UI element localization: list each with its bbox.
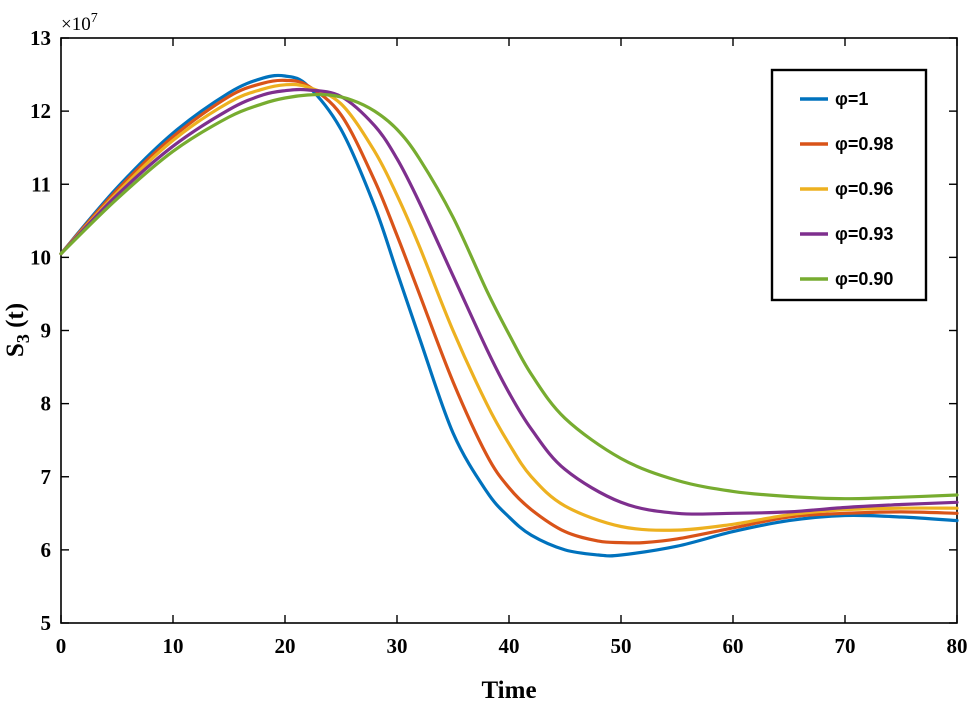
series-line-3 bbox=[59, 87, 959, 516]
y-axis-label: S3 (t) bbox=[2, 303, 33, 357]
y-axis-label-subscript: 3 bbox=[13, 334, 33, 343]
y-tick-label: 7 bbox=[41, 465, 52, 489]
legend-entry-4: φ=0.90 bbox=[835, 269, 893, 289]
y-tick-label: 8 bbox=[41, 392, 52, 416]
x-tick-label: 20 bbox=[275, 634, 296, 658]
y-tick-label: 11 bbox=[31, 172, 51, 196]
y-tick-label: 13 bbox=[30, 26, 51, 50]
legend-entry-2: φ=0.96 bbox=[835, 179, 893, 199]
series-line-0 bbox=[59, 73, 959, 558]
axis-ticks: 0 10 20 30 40 50 60 70 80 5 6 7 8 9 10 11 12 13 bbox=[30, 26, 968, 658]
series-line-2 bbox=[59, 82, 959, 532]
y-tick-label: 9 bbox=[41, 319, 52, 343]
y-axis-multiplier: ×107 bbox=[61, 11, 98, 35]
y-axis-label-main: S bbox=[2, 343, 29, 357]
y-tick-label: 5 bbox=[41, 611, 52, 635]
legend: φ=1 φ=0.98 φ=0.96 φ=0.93 φ=0.90 bbox=[770, 68, 928, 302]
x-tick-label: 70 bbox=[835, 634, 856, 658]
y-tick-label: 10 bbox=[30, 245, 51, 269]
x-tick-label: 80 bbox=[947, 634, 968, 658]
series-line-4 bbox=[59, 92, 959, 501]
y-axis-label-rest: (t) bbox=[2, 303, 29, 334]
y-tick-label: 6 bbox=[41, 538, 52, 562]
x-tick-label: 0 bbox=[56, 634, 67, 658]
legend-items: φ=1 φ=0.98 φ=0.96 φ=0.93 φ=0.90 bbox=[800, 89, 893, 289]
x-tick-label: 30 bbox=[387, 634, 408, 658]
legend-entry-1: φ=0.98 bbox=[835, 134, 893, 154]
x-tick-label: 10 bbox=[163, 634, 184, 658]
x-tick-label: 60 bbox=[723, 634, 744, 658]
x-tick-label: 40 bbox=[499, 634, 520, 658]
legend-entry-0: φ=1 bbox=[835, 89, 868, 109]
y-multiplier-base: ×10 bbox=[61, 14, 91, 35]
x-tick-label: 50 bbox=[611, 634, 632, 658]
y-tick-label: 12 bbox=[30, 99, 51, 123]
legend-entry-3: φ=0.93 bbox=[835, 224, 893, 244]
x-axis-label: Time bbox=[481, 677, 536, 702]
series-group bbox=[59, 73, 959, 558]
y-multiplier-exponent: 7 bbox=[91, 11, 98, 26]
legend-box bbox=[770, 68, 928, 302]
series-line-1 bbox=[59, 78, 959, 545]
